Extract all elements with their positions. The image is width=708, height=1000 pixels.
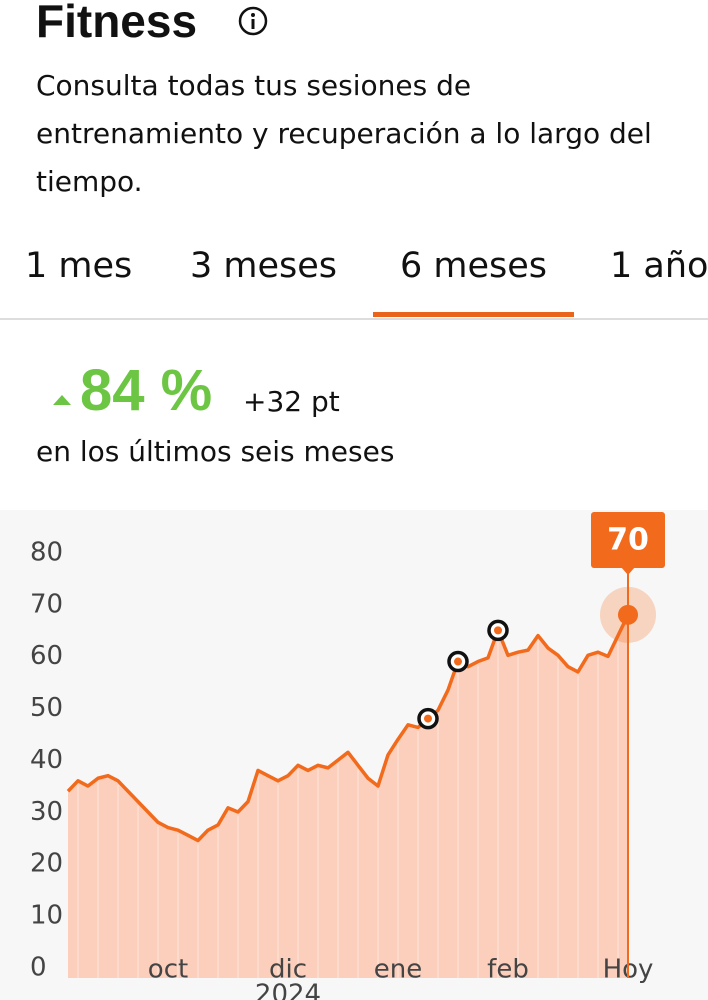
title: Fitness [36,0,198,47]
x-tick-label: feb [487,955,529,985]
summary-change: +32 pt [243,385,340,418]
up-arrow [53,395,71,405]
tab[interactable]: 1 mes [25,246,133,286]
tab[interactable]: 6 meses [372,246,575,317]
y-tick-label: 30 [30,797,63,827]
tooltip [591,512,665,568]
highlight-dot [454,657,462,666]
x-tick-year: 2024 [255,980,321,1000]
y-tick-label: 10 [30,901,63,931]
y-tick-label: 50 [30,693,63,723]
x-tick-label: ene [374,955,422,985]
summary-caption: en los últimos seis meses [36,435,395,468]
tooltip-value: 70 [607,523,649,558]
y-tick-label: 20 [30,849,63,879]
tooltip-tip [621,567,635,575]
description: Consulta todas tus sesiones de entrenami… [36,69,652,198]
x-tick-label: oct [148,955,188,985]
tab[interactable]: 1 año [610,246,708,286]
highlight-dot [494,626,502,635]
y-tick-label: 0 [30,953,47,983]
current-point [618,604,638,625]
y-tick-label: 70 [30,589,63,619]
line [66,614,630,843]
tabs: 1 mes 3 meses 6 meses 1 año [0,238,708,320]
y-tick-label: 60 [30,641,63,671]
highlight-dot [424,714,432,723]
y-tick-label: 80 [30,537,63,567]
area [68,614,628,978]
tab[interactable]: 3 meses [190,246,338,286]
info-icon[interactable] [237,5,269,37]
y-tick-label: 40 [30,745,63,775]
summary-value: 84 % [80,358,213,423]
x-tick-label: dic [269,955,307,985]
